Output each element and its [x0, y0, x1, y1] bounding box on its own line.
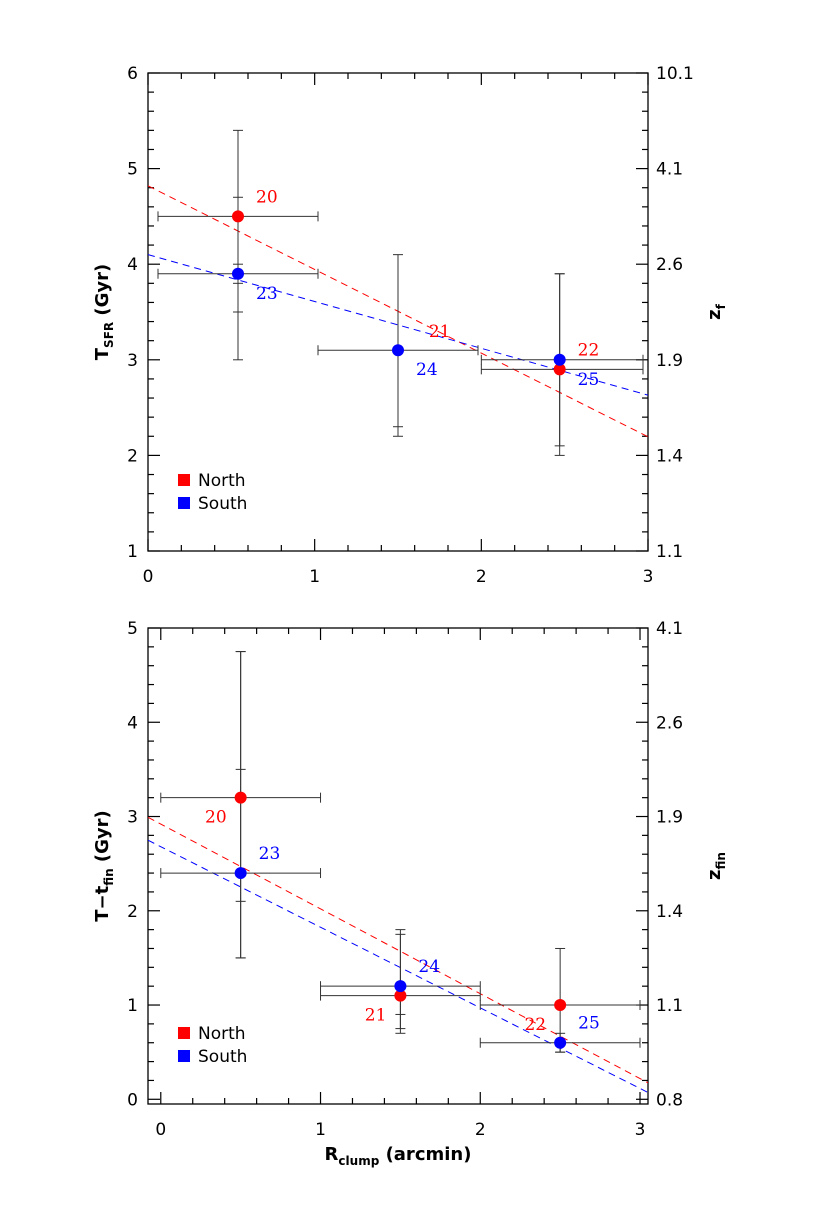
y2-tick-label: 1.9: [656, 351, 683, 371]
data-point-south: [234, 867, 247, 880]
y2-tick-label: 2.6: [656, 713, 683, 733]
x-tick-label: 2: [475, 1120, 486, 1140]
y-tick-label: 2: [127, 446, 138, 466]
y2-tick-label: 2.6: [656, 255, 683, 275]
point-label: 23: [256, 284, 278, 304]
point-label: 21: [429, 322, 451, 342]
point-label: 24: [418, 957, 440, 977]
x-tick-label: 2: [476, 567, 487, 587]
y-tick-label: 3: [127, 808, 138, 828]
legend-swatch-south: [178, 497, 190, 509]
y2-tick-label: 0.8: [656, 1090, 683, 1110]
legend-swatch-north: [178, 1027, 190, 1039]
point-label: 20: [205, 808, 227, 828]
data-point-south: [392, 344, 404, 357]
point-label: 25: [578, 370, 600, 390]
point-label: 22: [524, 1015, 546, 1035]
y-tick-label: 4: [127, 713, 138, 733]
data-point-south: [232, 267, 244, 280]
y2-tick-label: 1.1: [656, 542, 683, 562]
y2-axis-label: zfin: [704, 852, 728, 880]
data-point-north: [553, 363, 566, 376]
x-tick-label: 1: [315, 1120, 326, 1140]
error-bar: [160, 651, 322, 959]
x-axis-label: Rclump (arcmin): [325, 1144, 472, 1168]
y2-tick-label: 1.9: [656, 808, 683, 828]
point-label: 24: [416, 360, 438, 380]
data-point-south: [394, 980, 407, 993]
error-bar: [157, 263, 319, 361]
x-tick-label: 0: [143, 567, 154, 587]
y-tick-label: 5: [127, 160, 138, 180]
error-bar: [157, 129, 319, 284]
y-tick-label: 4: [127, 255, 138, 275]
legend-swatch-north: [178, 474, 190, 486]
data-point-north: [554, 999, 567, 1012]
y-axis-label: TSFR (Gyr): [92, 264, 116, 360]
y2-tick-label: 4.1: [656, 619, 683, 639]
point-label: 22: [578, 340, 600, 360]
legend-label: North: [198, 1024, 246, 1044]
y-tick-label: 3: [127, 351, 138, 371]
point-label: 20: [256, 187, 278, 207]
y-tick-label: 1: [127, 542, 138, 562]
data-point-north: [394, 989, 407, 1002]
y-tick-label: 6: [127, 64, 138, 84]
point-label: 25: [578, 1014, 600, 1034]
y-tick-label: 5: [127, 619, 138, 639]
x-tick-label: 3: [635, 1120, 646, 1140]
data-point-south: [553, 353, 566, 366]
data-point-north: [234, 791, 247, 804]
x-tick-label: 1: [309, 567, 320, 587]
legend-label: South: [198, 1047, 247, 1067]
y2-tick-label: 1.1: [656, 996, 683, 1016]
y2-axis-label: zf: [704, 303, 728, 319]
plot-frame: [147, 72, 649, 552]
x-tick-label: 0: [155, 1120, 166, 1140]
y2-tick-label: 1.4: [656, 902, 683, 922]
legend-label: North: [198, 471, 246, 491]
y2-tick-label: 4.1: [656, 160, 683, 180]
y2-tick-label: 1.4: [656, 446, 683, 466]
legend-swatch-south: [178, 1050, 190, 1062]
fit-line-north: [148, 816, 648, 1084]
point-label: 23: [259, 844, 281, 864]
y-tick-label: 1: [127, 996, 138, 1016]
y2-tick-label: 10.1: [656, 64, 694, 84]
x-tick-label: 3: [643, 567, 654, 587]
y-tick-label: 0: [127, 1090, 138, 1110]
y-axis-label: T−tfin (Gyr): [92, 810, 116, 922]
fit-line-south: [148, 839, 648, 1093]
point-label: 21: [365, 1006, 387, 1026]
plot-frame: [147, 627, 649, 1105]
data-point-south: [554, 1036, 567, 1049]
y-tick-label: 2: [127, 902, 138, 922]
data-point-north: [232, 210, 244, 223]
legend-label: South: [198, 494, 247, 514]
